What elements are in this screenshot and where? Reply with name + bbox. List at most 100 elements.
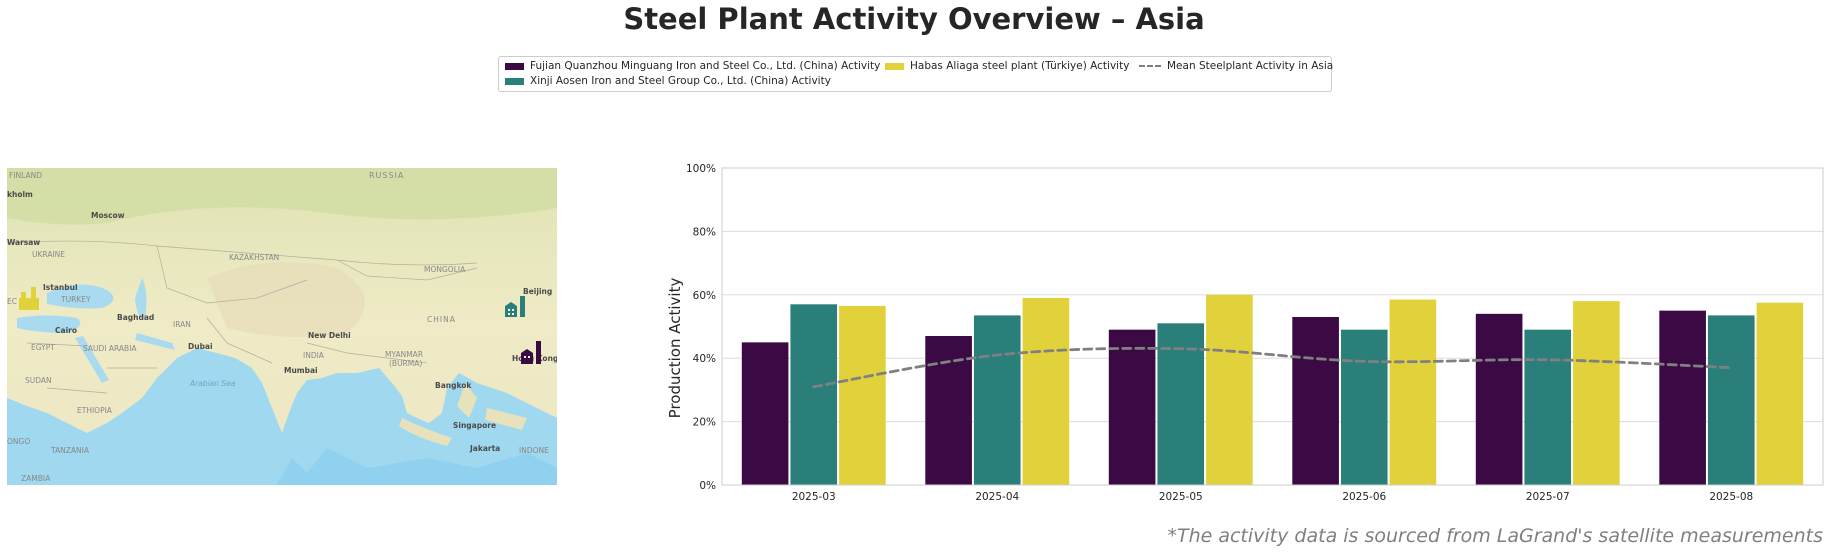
legend-swatch-xinji [505,77,524,85]
map-label-indone: INDONE [519,446,549,455]
bar-habas [1022,297,1070,485]
map-label-moscow: Moscow [91,211,125,220]
map-label-zambia: ZAMBIA [21,474,51,483]
map-label-hong-kong: Hong Kong [512,354,557,363]
x-tick-label: 2025-04 [975,491,1019,503]
map-ocean [7,348,557,485]
legend-label-habas: Habas Aliaga steel plant (Türkiye) Activ… [910,60,1130,72]
x-tick-label: 2025-08 [1709,491,1753,503]
map-persian-gulf [135,333,175,350]
map-label-new-delhi: New Delhi [308,331,351,340]
map-label-cairo: Cairo [55,326,77,335]
map-label-singapore: Singapore [453,421,496,430]
map-label-saudi-arabia: SAUDI ARABIA [83,344,137,353]
bar-habas [1573,301,1620,485]
map-label-burma: (BURMA) [389,359,422,368]
map-label-arabian-sea: Arabian Sea [189,379,236,388]
bar-fujian [1475,313,1523,485]
map-label-finland: FINLAND [9,171,42,180]
x-tick-label: 2025-07 [1526,491,1570,503]
map-black-sea [47,284,114,309]
map-svg: FINLAND RUSSIA kholm Moscow Warsaw UKRAI… [7,168,557,485]
frame-layer [721,167,1824,486]
bar-xinji [1340,329,1388,485]
factory-icon-fujian [521,341,541,364]
bar-fujian [925,336,972,485]
map-label-iran: IRAN [173,320,191,329]
map-label-warsaw: Warsaw [7,238,40,247]
activity-chart: 0% 20% 40% 60% 80% 100% 2025-03 2025-04 2025-05 2… [640,160,1828,509]
legend-dash-mean [1139,65,1161,67]
map-label-sudan: SUDAN [25,376,52,385]
map-label-bangkok: Bangkok [435,381,472,390]
legend-label-xinji: Xinji Aosen Iron and Steel Group Co., Lt… [530,75,831,87]
map-label-tanzania: TANZANIA [50,446,90,455]
map-label-jakarta: Jakarta [469,444,500,453]
bar-xinji [1707,315,1755,485]
map-label-india: INDIA [303,351,325,360]
y-tick-label: 0% [699,480,716,492]
legend-item-mean: Mean Steelplant Activity in Asia [1139,60,1333,72]
bar-xinji [973,315,1021,485]
asia-map: FINLAND RUSSIA kholm Moscow Warsaw UKRAI… [7,168,557,485]
x-tick-label: 2025-05 [1159,491,1203,503]
y-tick-label: 100% [686,163,716,175]
bar-habas [839,305,886,485]
map-label-ukraine: UKRAINE [32,250,65,259]
bar-habas [1756,302,1804,485]
map-label-ethiopia: ETHIOPIA [77,406,113,415]
factory-icon-xinji [505,296,525,317]
map-label-ec: EC [7,297,17,306]
map-deep-ocean [277,448,557,485]
map-label-russia: RUSSIA [369,171,404,180]
footnote: *The activity data is sourced from LaGra… [1167,525,1823,547]
map-label-turkey: TURKEY [60,295,91,304]
map-label-kazakhstan: KAZAKHSTAN [229,253,279,262]
map-mediterranean [17,315,81,333]
map-label-dubai: Dubai [188,342,213,351]
legend-swatch-habas [885,62,904,70]
legend-item-fujian: Fujian Quanzhou Minguang Iron and Steel … [505,60,880,72]
map-label-myanmar: MYANMAR [385,350,423,359]
x-tick-label: 2025-06 [1342,491,1386,503]
map-northern-band [7,168,557,225]
legend-swatch-fujian [505,62,524,70]
line-layer [812,346,1733,389]
mean-activity-line [812,346,1733,389]
y-tick-label: 80% [693,226,716,238]
map-label-baghdad: Baghdad [117,313,154,322]
x-tick-label: 2025-03 [792,491,836,503]
map-label-istanbul: Istanbul [43,283,78,292]
tick-layer: 0% 20% 40% 60% 80% 100% 2025-03 2025-04 2025-05 2… [686,163,1753,503]
y-axis-label: Production Activity [666,278,684,419]
bar-xinji [790,304,838,485]
legend-label-mean: Mean Steelplant Activity in Asia [1167,60,1334,72]
map-label-ongo: ONGO [7,437,30,446]
grid-layer [722,167,1823,486]
legend-item-habas: Habas Aliaga steel plant (Türkiye) Activ… [885,60,1129,72]
y-tick-label: 40% [693,353,716,365]
factory-icon-habas [19,287,39,310]
map-islands [399,383,527,446]
legend: Fujian Quanzhou Minguang Iron and Steel … [498,56,1333,92]
map-caspian-sea [135,278,147,319]
bar-fujian [1108,329,1156,485]
bar-xinji [1524,329,1572,485]
plot-frame [721,167,1824,486]
chart-svg: 0% 20% 40% 60% 80% 100% 2025-03 2025-04 2025-05 2… [666,163,1824,503]
legend-item-xinji: Xinji Aosen Iron and Steel Group Co., Lt… [505,75,831,87]
y-tick-label: 20% [693,417,716,429]
bar-layer [741,294,1804,485]
map-label-beijing: Beijing [523,287,552,296]
map-red-sea [75,336,109,383]
map-label-egypt: EGYPT [31,343,55,352]
chart-title: Steel Plant Activity Overview – Asia [623,2,1205,36]
map-borders [7,240,478,394]
legend-label-fujian: Fujian Quanzhou Minguang Iron and Steel … [530,60,881,72]
map-label-mumbai: Mumbai [284,366,318,375]
map-label-mongolia: MONGOLIA [424,265,466,274]
y-tick-label: 60% [693,290,716,302]
bar-fujian [741,342,789,485]
bar-fujian [1292,316,1339,485]
bar-fujian [1659,310,1706,485]
